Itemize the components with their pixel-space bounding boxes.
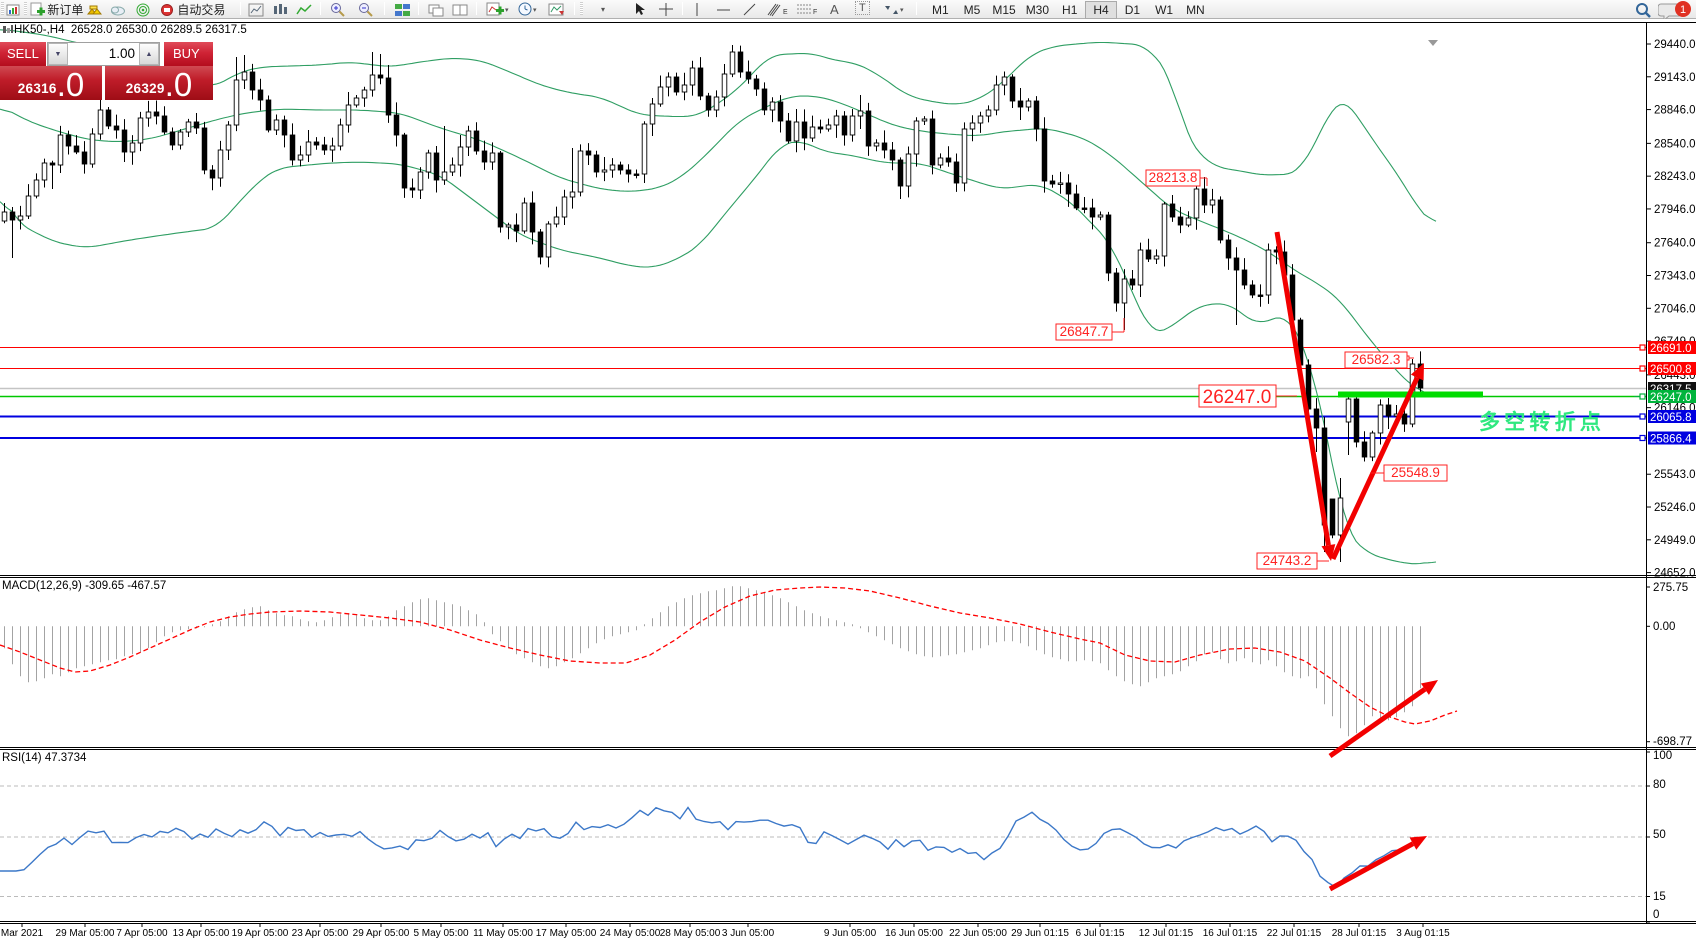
svg-text:26247.0: 26247.0 <box>1650 392 1692 404</box>
svg-text:24949.0: 24949.0 <box>1654 535 1696 547</box>
svg-text:24743.2: 24743.2 <box>1263 553 1312 568</box>
svg-text:12 Jul 01:15: 12 Jul 01:15 <box>1139 928 1194 939</box>
svg-text:0: 0 <box>1653 909 1659 921</box>
svg-text:15: 15 <box>1653 891 1666 903</box>
svg-text:HK50-,H4 26528.0 26530.0 2628: HK50-,H4 26528.0 26530.0 26289.5 26317.5 <box>14 24 247 36</box>
svg-text:25548.9: 25548.9 <box>1391 465 1440 480</box>
svg-text:23 Apr 05:00: 23 Apr 05:00 <box>292 928 349 939</box>
svg-text:19 Apr 05:00: 19 Apr 05:00 <box>232 928 289 939</box>
svg-text:17 May 05:00: 17 May 05:00 <box>536 928 597 939</box>
svg-text:29 Apr 05:00: 29 Apr 05:00 <box>353 928 410 939</box>
svg-text:22 Jun 05:00: 22 Jun 05:00 <box>949 928 1007 939</box>
svg-text:-698.77: -698.77 <box>1653 736 1692 748</box>
svg-text:25246.0: 25246.0 <box>1654 502 1696 514</box>
svg-text:1: 1 <box>1680 4 1686 16</box>
svg-text:24652.0: 24652.0 <box>1654 568 1696 580</box>
svg-text:MACD(12,26,9) -309.65 -467.57: MACD(12,26,9) -309.65 -467.57 <box>2 580 166 592</box>
svg-text:28 May 05:00: 28 May 05:00 <box>660 928 721 939</box>
svg-text:25543.0: 25543.0 <box>1654 469 1696 481</box>
svg-text:3 Jun 05:00: 3 Jun 05:00 <box>722 928 775 939</box>
svg-text:275.75: 275.75 <box>1653 582 1688 594</box>
svg-text:7 Apr 05:00: 7 Apr 05:00 <box>116 928 168 939</box>
svg-text:26582.3: 26582.3 <box>1352 352 1401 367</box>
svg-text:Mar 2021: Mar 2021 <box>1 928 44 939</box>
svg-text:13 Apr 05:00: 13 Apr 05:00 <box>173 928 230 939</box>
svg-text:RSI(14) 47.3734: RSI(14) 47.3734 <box>2 752 87 764</box>
svg-text:29143.0: 29143.0 <box>1654 72 1696 84</box>
svg-text:28540.0: 28540.0 <box>1654 138 1696 150</box>
svg-text:多 空 转 折 点: 多 空 转 折 点 <box>1479 410 1601 434</box>
svg-text:28213.8: 28213.8 <box>1149 170 1198 185</box>
svg-text:28846.0: 28846.0 <box>1654 105 1696 117</box>
svg-text:3 Aug 01:15: 3 Aug 01:15 <box>1396 928 1450 939</box>
svg-text:27046.0: 27046.0 <box>1654 303 1696 315</box>
svg-text:50: 50 <box>1653 829 1666 841</box>
svg-text:6 Jul 01:15: 6 Jul 01:15 <box>1076 928 1125 939</box>
svg-text:5 May 05:00: 5 May 05:00 <box>413 928 468 939</box>
svg-text:27343.0: 27343.0 <box>1654 271 1696 283</box>
svg-text:16 Jun 05:00: 16 Jun 05:00 <box>885 928 943 939</box>
svg-text:26691.0: 26691.0 <box>1650 343 1692 355</box>
svg-text:29 Jun 01:15: 29 Jun 01:15 <box>1011 928 1069 939</box>
svg-text:26065.8: 26065.8 <box>1650 412 1692 424</box>
svg-text:26247.0: 26247.0 <box>1203 387 1272 408</box>
svg-text:26500.8: 26500.8 <box>1650 364 1692 376</box>
svg-text:100: 100 <box>1653 750 1672 762</box>
svg-text:29 Mar 05:00: 29 Mar 05:00 <box>56 928 115 939</box>
svg-text:9 Jun 05:00: 9 Jun 05:00 <box>824 928 877 939</box>
svg-text:0.00: 0.00 <box>1653 621 1675 633</box>
svg-text:26847.7: 26847.7 <box>1060 324 1109 339</box>
svg-text:11 May 05:00: 11 May 05:00 <box>473 928 533 939</box>
svg-text:27640.0: 27640.0 <box>1654 238 1696 250</box>
svg-text:16 Jul 01:15: 16 Jul 01:15 <box>1203 928 1258 939</box>
svg-text:22 Jul 01:15: 22 Jul 01:15 <box>1267 928 1322 939</box>
svg-text:27946.0: 27946.0 <box>1654 204 1696 216</box>
svg-text:28243.0: 28243.0 <box>1654 171 1696 183</box>
svg-text:28 Jul 01:15: 28 Jul 01:15 <box>1332 928 1387 939</box>
svg-text:24 May 05:00: 24 May 05:00 <box>600 928 661 939</box>
svg-text:25866.4: 25866.4 <box>1650 434 1692 446</box>
svg-text:29440.0: 29440.0 <box>1654 39 1696 51</box>
svg-text:80: 80 <box>1653 779 1666 791</box>
